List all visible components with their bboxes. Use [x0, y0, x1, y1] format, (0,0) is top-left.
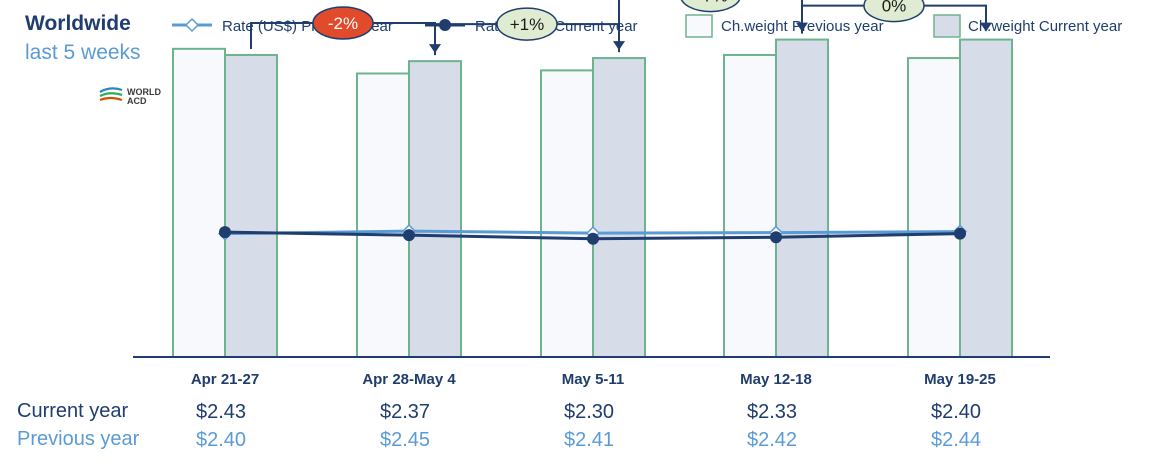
previous-year-row-label: Previous year [17, 428, 140, 450]
legend-swatch-weight-previous [685, 14, 713, 38]
diamond-marker-icon [184, 17, 200, 33]
change-badge [496, 7, 558, 41]
chart-title: Worldwide [25, 12, 131, 35]
bar-weight-current [592, 57, 646, 359]
category-label: May 19-25 [924, 371, 996, 388]
point-rate-current [403, 229, 415, 242]
legend-swatch-weight-current [933, 14, 961, 38]
bar-weight-previous [723, 53, 777, 359]
previous-year-value: $2.42 [747, 429, 797, 451]
change-badge [863, 0, 925, 23]
previous-year-value: $2.45 [380, 429, 430, 451]
bar-weight-previous [907, 57, 961, 359]
category-label: May 5-11 [562, 371, 625, 388]
current-year-value: $2.37 [380, 401, 430, 423]
bar-weight-current [224, 53, 278, 359]
change-badge-label: -2% [328, 14, 358, 33]
value-rows: Apr 21-27 $2.43 $2.40 Apr 28-May 4 $2.37 $2.4… [191, 371, 996, 451]
chart-subtitle: last 5 weeks [25, 41, 141, 64]
category-label: Apr 21-27 [191, 371, 259, 388]
point-rate-current [219, 226, 231, 239]
current-year-value: $2.43 [196, 401, 246, 423]
legend-weight-current: Ch.weight Current year [968, 18, 1122, 35]
change-badge-label: +7% [693, 0, 728, 6]
logo-text-world: WORLD [127, 87, 161, 97]
change-badge-label: +1% [510, 15, 545, 34]
bar-weight-previous [172, 47, 226, 359]
bar-weight-previous [356, 72, 410, 359]
current-year-value: $2.33 [747, 401, 797, 423]
bar-weight-current [408, 60, 462, 359]
previous-year-value: $2.44 [931, 429, 981, 451]
bar-weight-current [775, 38, 829, 359]
current-year-value: $2.40 [931, 401, 981, 423]
current-year-row-label: Current year [17, 400, 129, 422]
change-badge [312, 6, 374, 40]
previous-year-value: $2.40 [196, 429, 246, 451]
category-label: May 12-18 [740, 371, 812, 388]
category-label: Apr 28-May 4 [362, 371, 456, 388]
change-connectors: -2% +1% +7% 0% [250, 0, 992, 56]
point-rate-current [587, 232, 599, 245]
arrow-down-icon [980, 22, 992, 32]
current-year-value: $2.30 [564, 401, 614, 423]
plot-area [133, 38, 1050, 359]
change-badge [680, 0, 741, 13]
bar-weight-current [959, 38, 1013, 359]
bar-weight-previous [540, 69, 594, 359]
logo-text-acd: ACD [127, 96, 147, 106]
point-rate-current [770, 231, 782, 244]
change-badge-label: 0% [882, 0, 907, 16]
previous-year-value: $2.41 [564, 429, 614, 451]
point-rate-current [954, 227, 966, 240]
world-acd-logo: WORLD ACD [99, 87, 161, 106]
